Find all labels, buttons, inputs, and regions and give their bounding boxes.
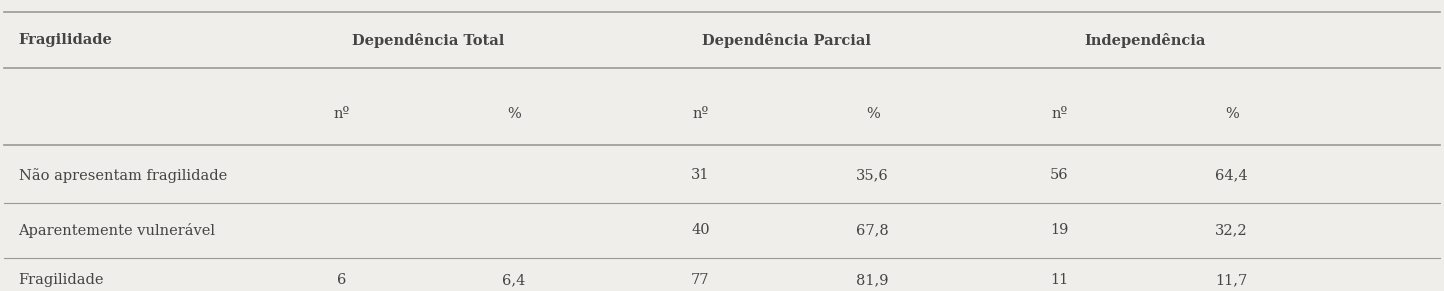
Text: 77: 77 [692, 273, 709, 287]
Text: 6,4: 6,4 [503, 273, 526, 287]
Text: 19: 19 [1050, 223, 1069, 237]
Text: Fragilidade: Fragilidade [19, 273, 104, 287]
Text: nº: nº [334, 107, 349, 121]
Text: nº: nº [692, 107, 709, 121]
Text: 56: 56 [1050, 168, 1069, 182]
Text: Não apresentam fragilidade: Não apresentam fragilidade [19, 168, 227, 182]
Text: nº: nº [1051, 107, 1067, 121]
Text: %: % [507, 107, 521, 121]
Text: 6: 6 [336, 273, 347, 287]
Text: 81,9: 81,9 [856, 273, 890, 287]
Text: 64,4: 64,4 [1216, 168, 1248, 182]
Text: 31: 31 [692, 168, 709, 182]
Text: 11: 11 [1050, 273, 1069, 287]
Text: Dependência Total: Dependência Total [351, 33, 504, 47]
Text: 35,6: 35,6 [856, 168, 890, 182]
Text: Independência: Independência [1084, 33, 1206, 47]
Text: Aparentemente vulnerável: Aparentemente vulnerável [19, 223, 215, 238]
Text: %: % [866, 107, 879, 121]
Text: 32,2: 32,2 [1216, 223, 1248, 237]
Text: Fragilidade: Fragilidade [19, 33, 113, 47]
Text: 11,7: 11,7 [1216, 273, 1248, 287]
Text: %: % [1225, 107, 1239, 121]
Text: 67,8: 67,8 [856, 223, 890, 237]
Text: Dependência Parcial: Dependência Parcial [702, 33, 871, 47]
Text: 40: 40 [692, 223, 710, 237]
